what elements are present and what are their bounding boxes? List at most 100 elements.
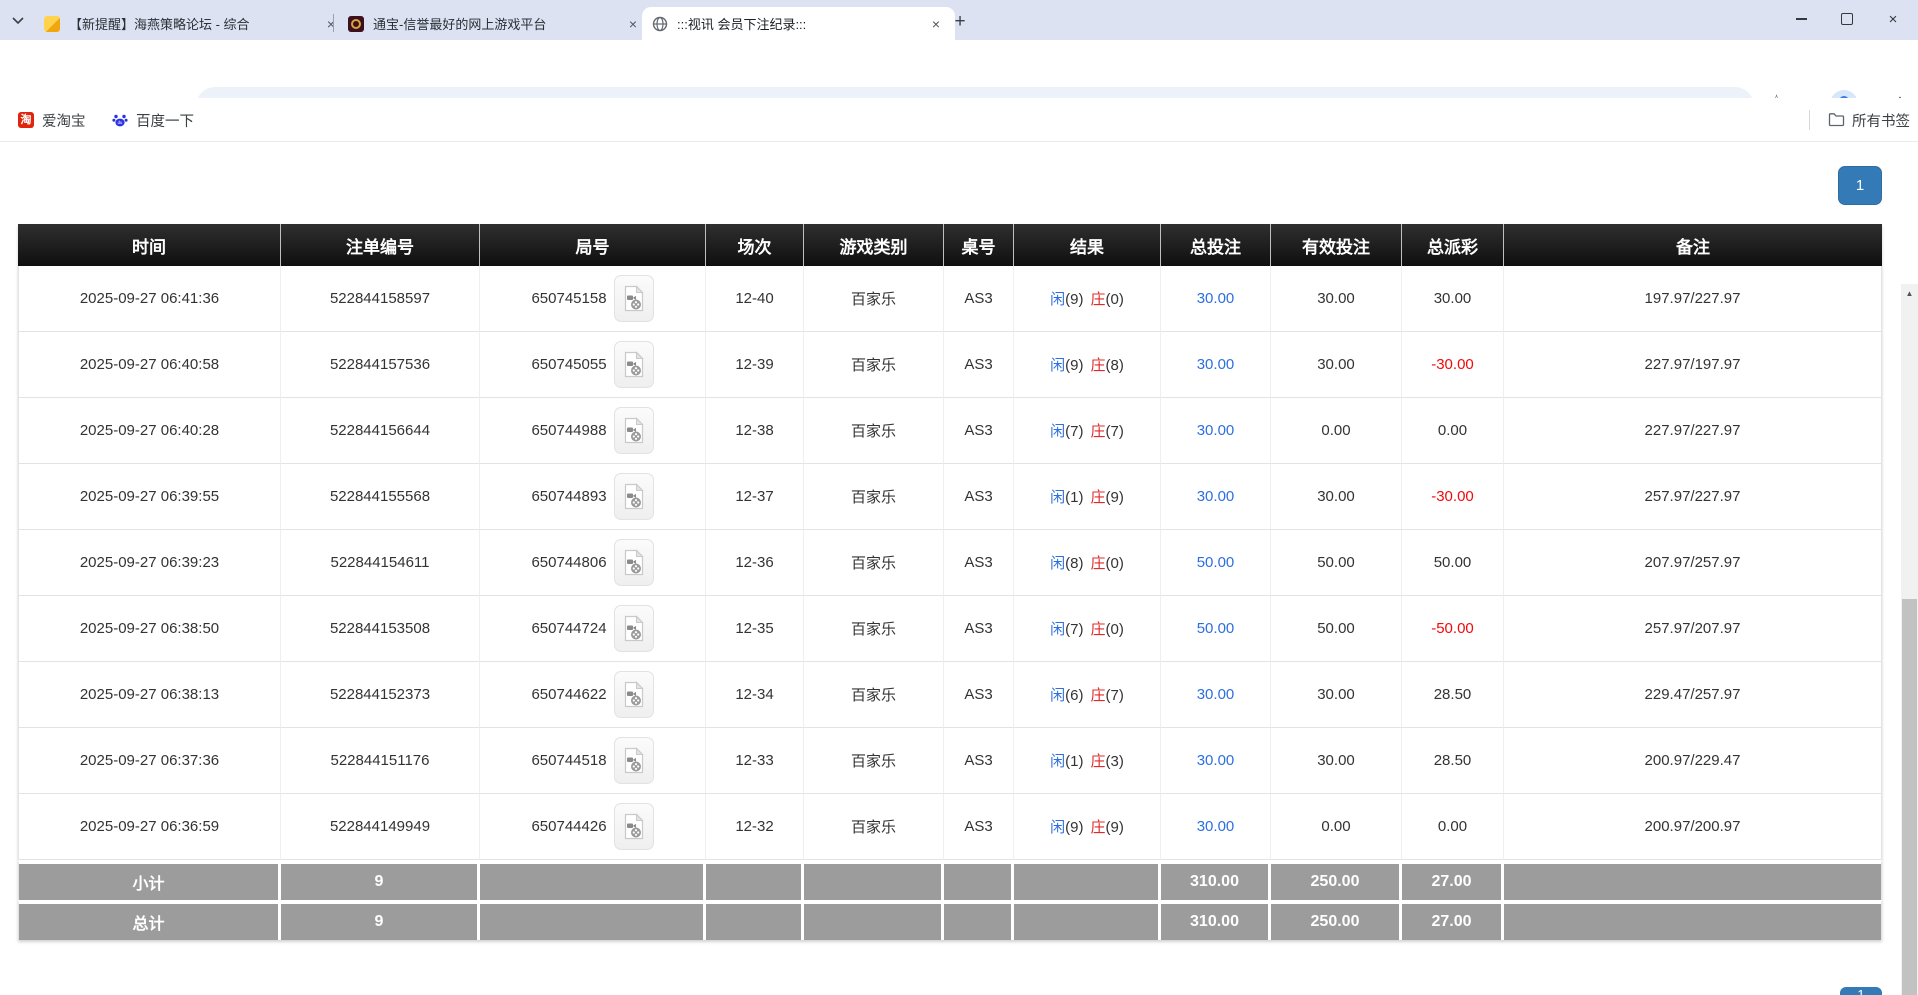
table-row: 2025-09-27 06:36:59 522844149949 6507444… [18, 794, 1882, 860]
cell-time: 2025-09-27 06:40:28 [18, 398, 281, 464]
all-bookmarks-button[interactable]: 所有书签 [1809, 107, 1910, 133]
cell-bet-no: 522844153508 [281, 596, 480, 662]
cell-payout: 30.00 [1402, 266, 1504, 332]
subtotal-valid-bet: 250.00 [1271, 860, 1402, 900]
baidu-paw-icon: du [112, 112, 128, 128]
total-label: 总计 [18, 900, 281, 940]
cell-game: 百家乐 [804, 464, 944, 530]
cell-remark: 227.97/197.97 [1504, 332, 1882, 398]
video-icon[interactable] [613, 473, 654, 520]
video-icon[interactable] [613, 737, 654, 784]
col-header-payout: 总派彩 [1402, 224, 1504, 266]
banker-score: (8) [1105, 357, 1124, 374]
player-score: (8) [1065, 555, 1084, 572]
new-tab-button[interactable]: + [954, 11, 966, 32]
cell-game: 百家乐 [804, 398, 944, 464]
cell-result: 闲(9) 庄(8) [1014, 332, 1161, 398]
cell-session: 12-32 [706, 794, 804, 860]
cell-table-no: AS3 [944, 266, 1014, 332]
pagination-page-1-bottom[interactable]: 1 [1840, 987, 1882, 995]
player-score: (7) [1065, 423, 1084, 440]
cell-bet-no: 522844156644 [281, 398, 480, 464]
video-icon[interactable] [613, 539, 654, 586]
bet-records-table: 时间 注单编号 局号 场次 游戏类别 桌号 结果 总投注 有效投注 总派彩 备注… [18, 224, 1882, 940]
table-row: 2025-09-27 06:38:13 522844152373 6507446… [18, 662, 1882, 728]
cell-bet-no: 522844157536 [281, 332, 480, 398]
scrollbar-thumb[interactable] [1902, 599, 1917, 995]
pagination-page-1-top[interactable]: 1 [1838, 166, 1882, 205]
minimize-button[interactable] [1778, 0, 1824, 38]
tab-bet-records[interactable]: :::视讯 会员下注纪录::: × [642, 7, 955, 40]
banker-label: 庄 [1090, 291, 1106, 308]
cell-bet-no: 522844155568 [281, 464, 480, 530]
player-score: (9) [1065, 819, 1084, 836]
subtotal-total-bet: 310.00 [1161, 860, 1271, 900]
cell-result: 闲(6) 庄(7) [1014, 662, 1161, 728]
video-icon[interactable] [613, 407, 654, 454]
banker-label: 庄 [1090, 621, 1106, 638]
player-score: (6) [1065, 687, 1084, 704]
tab-forum[interactable]: 【新提醒】海燕策略论坛 - 综合 × [34, 7, 350, 40]
cell-time: 2025-09-27 06:36:59 [18, 794, 281, 860]
cell-total-bet: 30.00 [1161, 398, 1271, 464]
round-number: 650744426 [531, 818, 607, 835]
round-number: 650744806 [531, 554, 607, 571]
close-window-button[interactable]: × [1888, 10, 1898, 28]
banker-score: (0) [1105, 291, 1124, 308]
tab-tongbao[interactable]: 通宝-信誉最好的网上游戏平台 × [338, 7, 652, 40]
browser-toolbar: ← → ↻ ⌂ ☆ ⋮ [0, 40, 1918, 125]
bookmark-baidu[interactable]: du 百度一下 [112, 107, 194, 133]
cell-round-no: 650744893 [480, 464, 706, 530]
cell-session: 12-36 [706, 530, 804, 596]
close-icon[interactable]: × [628, 15, 638, 32]
player-label: 闲 [1050, 687, 1066, 704]
player-label: 闲 [1050, 423, 1066, 440]
scroll-up-icon[interactable]: ▲ [1905, 289, 1914, 298]
video-icon[interactable] [613, 803, 654, 850]
cell-remark: 200.97/200.97 [1504, 794, 1882, 860]
close-icon[interactable]: × [326, 15, 336, 32]
cell-session: 12-40 [706, 266, 804, 332]
page-scrollbar[interactable]: ▲ ▼ [1901, 284, 1918, 995]
cell-table-no: AS3 [944, 794, 1014, 860]
subtotal-count: 9 [281, 860, 480, 900]
tab-favicon [44, 15, 60, 32]
table-summary: 小计 9 310.00 250.00 27.00 总计 9 310.00 250… [18, 860, 1882, 940]
video-icon[interactable] [613, 341, 654, 388]
cell-total-bet: 30.00 [1161, 332, 1271, 398]
cell-valid-bet: 30.00 [1271, 332, 1402, 398]
divider [1809, 110, 1810, 130]
col-header-round-no: 局号 [480, 224, 706, 266]
maximize-button[interactable] [1824, 0, 1870, 38]
col-header-session: 场次 [706, 224, 804, 266]
cell-valid-bet: 50.00 [1271, 530, 1402, 596]
cell-remark: 257.97/227.97 [1504, 464, 1882, 530]
subtotal-label: 小计 [18, 860, 281, 900]
cell-time: 2025-09-27 06:38:13 [18, 662, 281, 728]
close-icon[interactable]: × [931, 15, 941, 32]
player-label: 闲 [1050, 621, 1066, 638]
table-row: 2025-09-27 06:39:23 522844154611 6507448… [18, 530, 1882, 596]
video-icon[interactable] [613, 605, 654, 652]
cell-total-bet: 30.00 [1161, 266, 1271, 332]
banker-label: 庄 [1090, 357, 1106, 374]
video-icon[interactable] [613, 671, 654, 718]
cell-round-no: 650744806 [480, 530, 706, 596]
cell-table-no: AS3 [944, 464, 1014, 530]
cell-time: 2025-09-27 06:38:50 [18, 596, 281, 662]
cell-remark: 207.97/257.97 [1504, 530, 1882, 596]
cell-payout: 50.00 [1402, 530, 1504, 596]
cell-total-bet: 30.00 [1161, 728, 1271, 794]
chevron-down-icon[interactable] [8, 11, 28, 31]
cell-payout: -30.00 [1402, 464, 1504, 530]
round-number: 650745055 [531, 356, 607, 373]
video-icon[interactable] [613, 275, 654, 322]
cell-result: 闲(9) 庄(9) [1014, 794, 1161, 860]
table-row: 2025-09-27 06:37:36 522844151176 6507445… [18, 728, 1882, 794]
cell-table-no: AS3 [944, 596, 1014, 662]
bookmark-aitaobao[interactable]: 淘 爱淘宝 [18, 107, 86, 133]
cell-payout: -30.00 [1402, 332, 1504, 398]
cell-payout: -50.00 [1402, 596, 1504, 662]
player-score: (1) [1065, 489, 1084, 506]
cell-game: 百家乐 [804, 794, 944, 860]
